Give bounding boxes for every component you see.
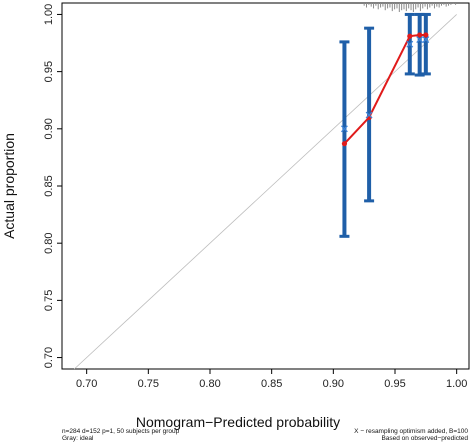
x-tick-label: 0.95 <box>384 378 405 390</box>
y-axis: 0.70 0.75 0.80 0.85 0.90 0.95 1.00 <box>43 4 62 368</box>
y-tick-label: 0.75 <box>43 290 55 311</box>
y-tick-label: 0.80 <box>43 232 55 253</box>
y-axis-title: Actual proportion <box>1 133 17 239</box>
observed-point <box>407 33 413 39</box>
y-tick-label: 0.85 <box>43 175 55 196</box>
footnote-right-1: X − resampling optimism added, B=100 <box>354 428 468 435</box>
x-tick-label: 1.00 <box>446 378 467 390</box>
error-bars-group <box>339 12 431 238</box>
y-tick-label: 0.90 <box>43 118 55 139</box>
x-tick-label: 0.90 <box>323 378 344 390</box>
footnote-left-2: Gray: ideal <box>62 435 94 442</box>
observed-point <box>423 32 429 38</box>
x-tick-label: 0.75 <box>138 378 159 390</box>
y-tick-label: 0.70 <box>43 347 55 368</box>
observed-line <box>343 34 426 145</box>
ideal-line <box>74 14 457 370</box>
observed-point <box>341 141 348 147</box>
x-tick-label: 0.70 <box>76 378 97 390</box>
corrected-marker <box>406 40 414 48</box>
observed-point <box>417 32 423 38</box>
corrected-marker <box>416 36 424 44</box>
x-axis: 0.70 0.75 0.80 0.85 0.90 0.95 1.00 <box>76 369 467 390</box>
observed-line-group <box>343 34 426 145</box>
x-axis-title: Nomogram−Predicted probability <box>136 414 340 430</box>
corrected-marker <box>422 36 430 44</box>
ideal-line-group <box>74 14 457 370</box>
corrected-marker <box>365 111 373 119</box>
rug-histogram <box>363 3 457 12</box>
x-tick-label: 0.80 <box>199 378 220 390</box>
points-group <box>340 32 430 147</box>
y-tick-label: 1.00 <box>43 4 55 25</box>
x-tick-label: 0.85 <box>261 378 282 390</box>
corrected-marker <box>340 125 348 133</box>
footnote-right-2: Based on observed−predicted <box>381 435 468 442</box>
y-tick-label: 0.95 <box>43 61 55 82</box>
footnote-left-1: n=284 d=152 p=1, 50 subjects per group <box>62 428 180 435</box>
